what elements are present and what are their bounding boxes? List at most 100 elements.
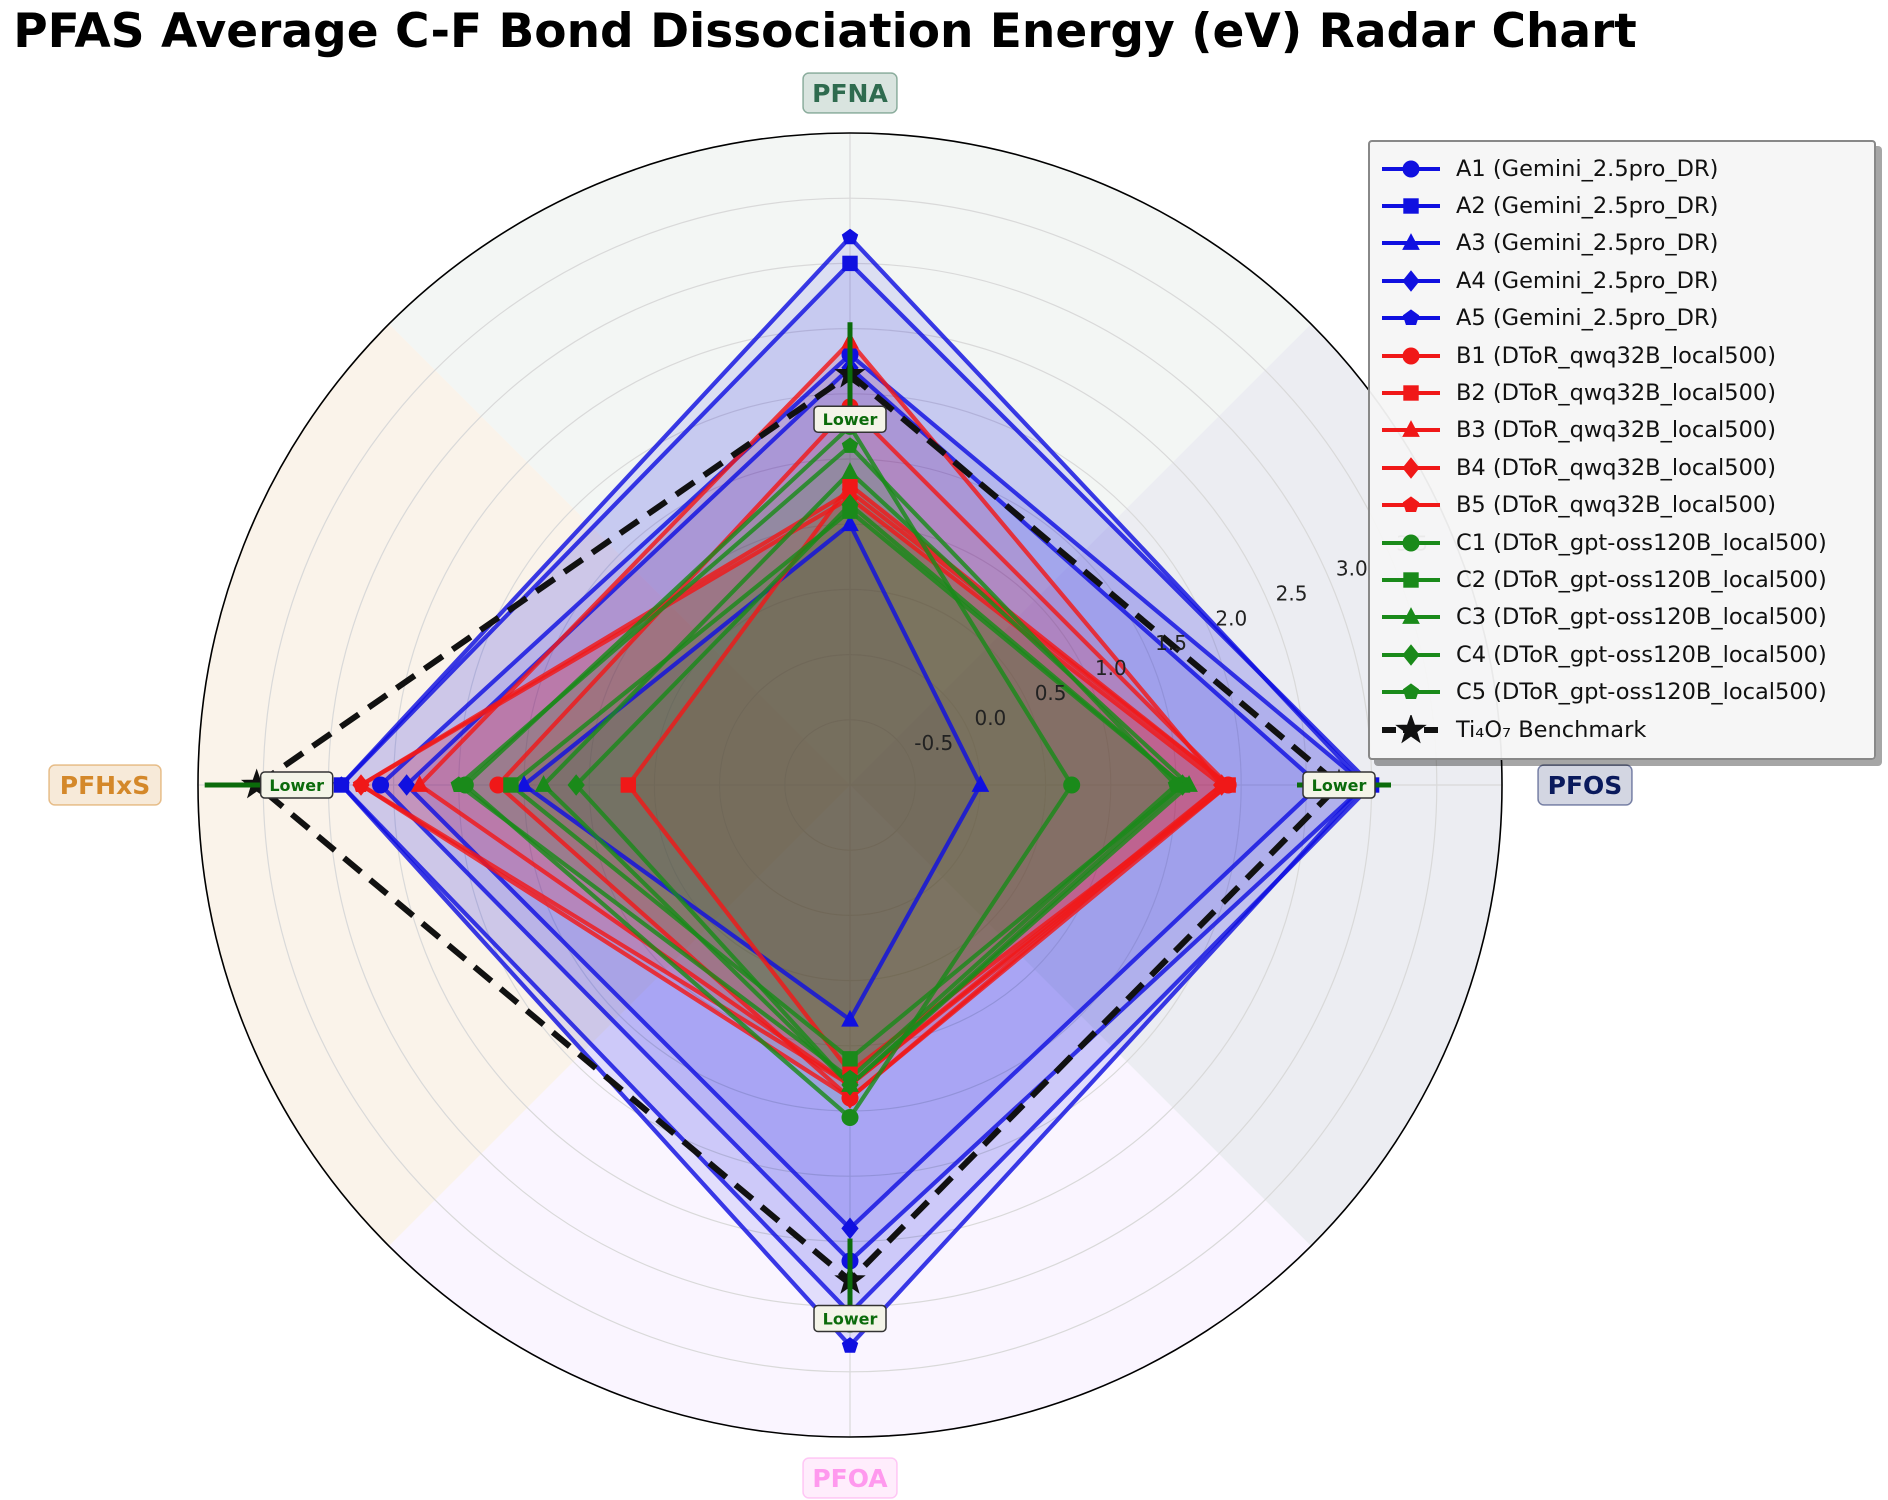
- tick-label: 0.5: [1035, 681, 1067, 705]
- legend-swatch-marker: [1402, 534, 1420, 552]
- outer-circle: [197, 132, 1503, 1438]
- legend-swatch-marker: [1403, 198, 1419, 214]
- legend-item: C3 (DToR_gpt-oss120B_local500): [1380, 599, 1864, 636]
- axis-label-box-pfna: [802, 72, 898, 114]
- series-9-point-pfoa: [841, 1087, 859, 1109]
- series-3-point-pfhxs: [515, 775, 533, 792]
- legend-label: A1 (Gemini_2.5pro_DR): [1456, 155, 1719, 182]
- series-10-point-pfhxs: [352, 776, 370, 792]
- tick-label: 2.0: [1215, 606, 1247, 630]
- series-10-point-pfos: [1219, 776, 1237, 792]
- legend-swatch: [1382, 309, 1440, 326]
- legend-item: A4 (Gemini_2.5pro_DR): [1380, 262, 1864, 299]
- axis-label-box-pfhxs: [48, 764, 162, 806]
- series-1-point-pfhxs: [372, 776, 390, 794]
- series-13-point-pfhxs: [534, 775, 553, 792]
- legend-swatch-marker: [1402, 496, 1420, 513]
- series-15-point-pfna: [841, 437, 859, 453]
- benchmark-layer: Lower Lower Lower Lower: [204, 322, 1391, 1333]
- series-4-point-pfhxs: [397, 774, 416, 796]
- series-5-point-pfna: [841, 228, 859, 245]
- legend-item: A2 (Gemini_2.5pro_DR): [1380, 187, 1864, 224]
- legend-item: C4 (DToR_gpt-oss120B_local500): [1380, 636, 1864, 673]
- legend-swatch-marker: [1402, 270, 1420, 292]
- axis-label-box-pfoa: [802, 1457, 898, 1499]
- legend-label: C3 (DToR_gpt-oss120B_local500): [1456, 604, 1827, 631]
- legend-swatch-marker: [1402, 420, 1420, 438]
- legend-label: C5 (DToR_gpt-oss120B_local500): [1456, 679, 1827, 706]
- tick-label: 0.0: [974, 706, 1006, 730]
- legend-swatch: [1382, 198, 1440, 214]
- lower-badge-pfos: [1302, 771, 1376, 799]
- legend-swatch-marker: [1402, 347, 1420, 365]
- legend-swatch-marker: [1395, 714, 1427, 743]
- legend-swatch-marker: [1403, 385, 1419, 401]
- legend-label: A3 (Gemini_2.5pro_DR): [1456, 230, 1719, 257]
- series-5-point-pfoa: [841, 1337, 859, 1353]
- axis-labels: PFNA PFOS PFOA PFHxS: [48, 72, 1633, 1499]
- series-15-point-pfos: [1167, 776, 1185, 792]
- legend-item: C5 (DToR_gpt-oss120B_local500): [1380, 673, 1864, 710]
- legend-swatch-marker: [1402, 160, 1420, 178]
- series-2-point-pfna: [842, 255, 858, 272]
- legend-swatch-marker: [1402, 643, 1420, 666]
- legend-item: B5 (DToR_qwq32B_local500): [1380, 487, 1864, 524]
- series-12-point-pfoa: [842, 1051, 858, 1067]
- legend-swatch: [1382, 457, 1440, 479]
- legend-swatch: [1382, 233, 1440, 251]
- series-fill-11: [465, 426, 1072, 1118]
- series-markers: [333, 228, 1380, 1353]
- legend-swatch-marker: [1402, 607, 1420, 625]
- legend-item: A3 (Gemini_2.5pro_DR): [1380, 225, 1864, 262]
- tick-label: 1.5: [1155, 631, 1187, 655]
- series-15-point-pfoa: [841, 1069, 859, 1086]
- series-3-point-pfos: [971, 775, 990, 792]
- chart-legend: A1 (Gemini_2.5pro_DR) A2 (Gemini_2.5pro_D…: [1368, 140, 1876, 760]
- tick-label: 2.5: [1276, 581, 1308, 605]
- legend-swatch-marker: [1402, 233, 1420, 251]
- legend-swatch: [1382, 420, 1440, 438]
- legend-item: C2 (DToR_gpt-oss120B_local500): [1380, 561, 1864, 598]
- series-3-point-pfoa: [841, 1009, 859, 1027]
- series-3-point-pfna: [841, 514, 859, 532]
- lower-badge-text: Lower: [823, 1310, 878, 1329]
- lower-badge-text: Lower: [269, 776, 324, 795]
- series-7-point-pfhxs: [620, 777, 637, 793]
- legend-label: C1 (DToR_gpt-oss120B_local500): [1456, 529, 1827, 556]
- series-fill-13: [543, 472, 1190, 1085]
- axis-label-pfna: PFNA: [812, 79, 888, 108]
- legend-label: Ti₄O₇ Benchmark: [1456, 716, 1647, 743]
- lower-badge-text: Lower: [1312, 776, 1367, 795]
- legend-label: C2 (DToR_gpt-oss120B_local500): [1456, 566, 1827, 593]
- tick-label: 1.0: [1095, 656, 1127, 680]
- series-14-point-pfna: [841, 493, 859, 516]
- legend-swatch: [1382, 347, 1440, 365]
- legend-label: A5 (Gemini_2.5pro_DR): [1456, 305, 1719, 332]
- axis-label-pfoa: PFOA: [812, 1464, 888, 1493]
- legend-item: B3 (DToR_qwq32B_local500): [1380, 412, 1864, 449]
- legend-swatch-marker: [1403, 572, 1419, 588]
- series-fill-7: [628, 485, 1229, 1072]
- radial-tick-labels: -0.50.00.51.01.52.02.53.03.5: [914, 531, 1428, 755]
- lower-badge-text: Lower: [823, 410, 878, 429]
- series-14-point-pfhxs: [567, 774, 585, 796]
- legend-swatch: [1382, 607, 1440, 625]
- series-12-point-pfhxs: [503, 777, 519, 793]
- axis-label-box-pfos: [1537, 764, 1633, 806]
- legend-label: B2 (DToR_qwq32B_local500): [1456, 380, 1777, 407]
- series-4-point-pfoa: [841, 1217, 859, 1240]
- legend-label: B5 (DToR_qwq32B_local500): [1456, 492, 1777, 519]
- legend-item: A5 (Gemini_2.5pro_DR): [1380, 300, 1864, 337]
- legend-label: B1 (DToR_qwq32B_local500): [1456, 342, 1777, 369]
- lower-badge-pfoa: [813, 1304, 887, 1333]
- legend-swatch: [1382, 534, 1440, 552]
- legend-item: B2 (DToR_qwq32B_local500): [1380, 374, 1864, 411]
- series-fill-3: [524, 524, 981, 1020]
- legend-item: C1 (DToR_gpt-oss120B_local500): [1380, 524, 1864, 561]
- legend-swatch: [1382, 714, 1440, 743]
- chart-title: PFAS Average C-F Bond Dissociation Energ…: [13, 4, 1637, 59]
- legend-item: A1 (Gemini_2.5pro_DR): [1380, 150, 1864, 187]
- legend-label: C4 (DToR_gpt-oss120B_local500): [1456, 641, 1827, 668]
- legend-swatch-marker: [1402, 457, 1420, 479]
